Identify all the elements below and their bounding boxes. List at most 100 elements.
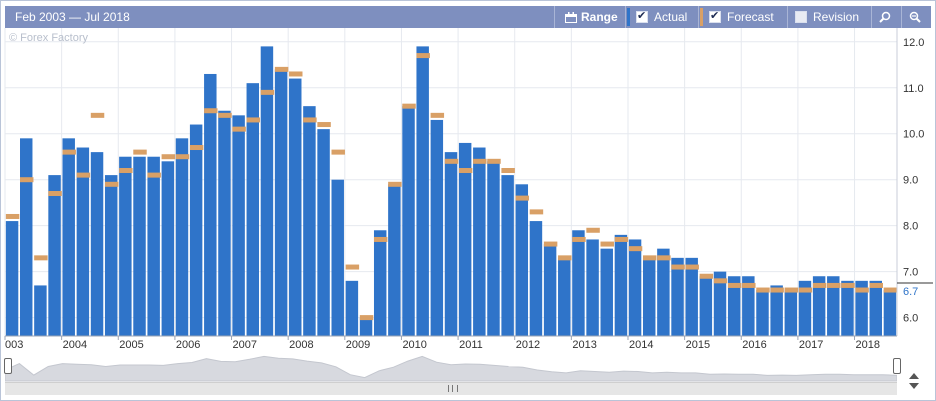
actual-bar[interactable] — [147, 156, 160, 336]
actual-bar[interactable] — [699, 276, 713, 336]
forecast-marker[interactable] — [558, 255, 572, 261]
actual-bar[interactable] — [345, 280, 359, 336]
actual-bar[interactable] — [501, 175, 514, 336]
actual-bar[interactable] — [487, 161, 500, 336]
forecast-marker[interactable] — [784, 287, 799, 293]
forecast-marker[interactable] — [345, 264, 360, 270]
actual-bar[interactable] — [359, 317, 373, 336]
actual-bar[interactable] — [671, 257, 684, 336]
actual-toggle[interactable]: Actual — [627, 6, 687, 28]
forecast-marker[interactable] — [600, 241, 614, 247]
forecast-marker[interactable] — [260, 89, 275, 95]
actual-bar[interactable] — [543, 244, 557, 336]
actual-bar[interactable] — [133, 156, 146, 336]
forecast-marker[interactable] — [827, 282, 841, 288]
actual-checkbox[interactable] — [636, 9, 648, 23]
forecast-marker[interactable] — [501, 168, 515, 174]
forecast-marker[interactable] — [232, 126, 246, 132]
forecast-marker[interactable] — [812, 282, 827, 288]
actual-bar[interactable] — [855, 280, 868, 336]
forecast-marker[interactable] — [274, 66, 289, 72]
actual-bar[interactable] — [458, 142, 472, 336]
actual-bar[interactable] — [742, 276, 755, 336]
actual-bar[interactable] — [402, 106, 415, 336]
actual-bar[interactable] — [812, 276, 826, 336]
forecast-marker[interactable] — [402, 103, 416, 109]
forecast-marker[interactable] — [628, 246, 643, 252]
actual-bar[interactable] — [798, 280, 812, 336]
navigator-zoom-arrows[interactable] — [905, 371, 923, 395]
actual-bar[interactable] — [586, 239, 599, 336]
forecast-marker[interactable] — [657, 255, 671, 261]
actual-bar[interactable] — [246, 83, 260, 336]
zoom-out-button[interactable] — [909, 6, 922, 28]
actual-bar[interactable] — [189, 124, 203, 336]
actual-bar[interactable] — [204, 73, 217, 336]
range-button[interactable]: Range — [565, 6, 618, 28]
arrow-down-icon[interactable] — [909, 383, 919, 389]
actual-bar[interactable] — [473, 147, 486, 336]
actual-bar[interactable] — [572, 230, 585, 336]
forecast-marker[interactable] — [289, 71, 303, 77]
forecast-marker[interactable] — [671, 264, 685, 270]
actual-bar[interactable] — [600, 248, 613, 336]
actual-bar[interactable] — [756, 290, 769, 336]
forecast-marker[interactable] — [373, 236, 388, 242]
forecast-marker[interactable] — [742, 282, 756, 288]
actual-bar[interactable] — [48, 175, 61, 336]
forecast-marker[interactable] — [34, 255, 48, 261]
forecast-marker[interactable] — [487, 158, 501, 164]
forecast-marker[interactable] — [430, 112, 445, 118]
forecast-marker[interactable] — [685, 264, 699, 270]
forecast-marker[interactable] — [5, 213, 20, 219]
actual-bar[interactable] — [869, 280, 882, 336]
actual-bar[interactable] — [104, 175, 118, 336]
forecast-marker[interactable] — [883, 287, 898, 293]
forecast-marker[interactable] — [119, 168, 133, 174]
forecast-marker[interactable] — [798, 287, 813, 293]
actual-bar[interactable] — [218, 110, 231, 336]
actual-bar[interactable] — [303, 106, 316, 336]
navigator-right-handle[interactable] — [893, 358, 901, 374]
actual-bar[interactable] — [558, 257, 571, 336]
actual-bar[interactable] — [657, 248, 670, 336]
forecast-marker[interactable] — [246, 117, 261, 123]
forecast-marker[interactable] — [161, 154, 176, 160]
actual-bar[interactable] — [388, 184, 401, 336]
search-button[interactable] — [879, 6, 891, 28]
forecast-marker[interactable] — [713, 278, 728, 284]
forecast-marker[interactable] — [727, 282, 742, 288]
forecast-marker[interactable] — [642, 255, 657, 261]
forecast-marker[interactable] — [189, 145, 204, 151]
forecast-marker[interactable] — [543, 241, 558, 247]
actual-bar[interactable] — [90, 152, 104, 336]
forecast-marker[interactable] — [699, 273, 714, 279]
forecast-marker[interactable] — [104, 181, 119, 187]
forecast-marker[interactable] — [458, 168, 473, 174]
forecast-marker[interactable] — [204, 108, 218, 114]
forecast-marker[interactable] — [444, 158, 459, 164]
arrow-up-icon[interactable] — [909, 373, 919, 379]
actual-bar[interactable] — [373, 230, 387, 336]
actual-bar[interactable] — [175, 138, 189, 336]
forecast-marker[interactable] — [388, 181, 402, 187]
forecast-marker[interactable] — [473, 158, 487, 164]
navigator-left-handle[interactable] — [4, 358, 12, 374]
actual-bar[interactable] — [614, 234, 628, 336]
forecast-marker[interactable] — [770, 287, 784, 293]
actual-bar[interactable] — [34, 285, 47, 336]
actual-bar[interactable] — [515, 184, 529, 336]
forecast-marker[interactable] — [869, 282, 883, 288]
actual-bar[interactable] — [841, 280, 854, 336]
actual-bar[interactable] — [827, 276, 840, 336]
forecast-marker[interactable] — [90, 112, 105, 118]
forecast-marker[interactable] — [756, 287, 770, 293]
forecast-marker[interactable] — [515, 195, 530, 201]
actual-bar[interactable] — [444, 152, 458, 336]
forecast-marker[interactable] — [416, 53, 430, 59]
forecast-marker[interactable] — [48, 190, 62, 196]
forecast-marker[interactable] — [218, 112, 232, 118]
forecast-marker[interactable] — [175, 154, 190, 160]
actual-bar[interactable] — [5, 221, 19, 336]
actual-bar[interactable] — [883, 290, 897, 336]
